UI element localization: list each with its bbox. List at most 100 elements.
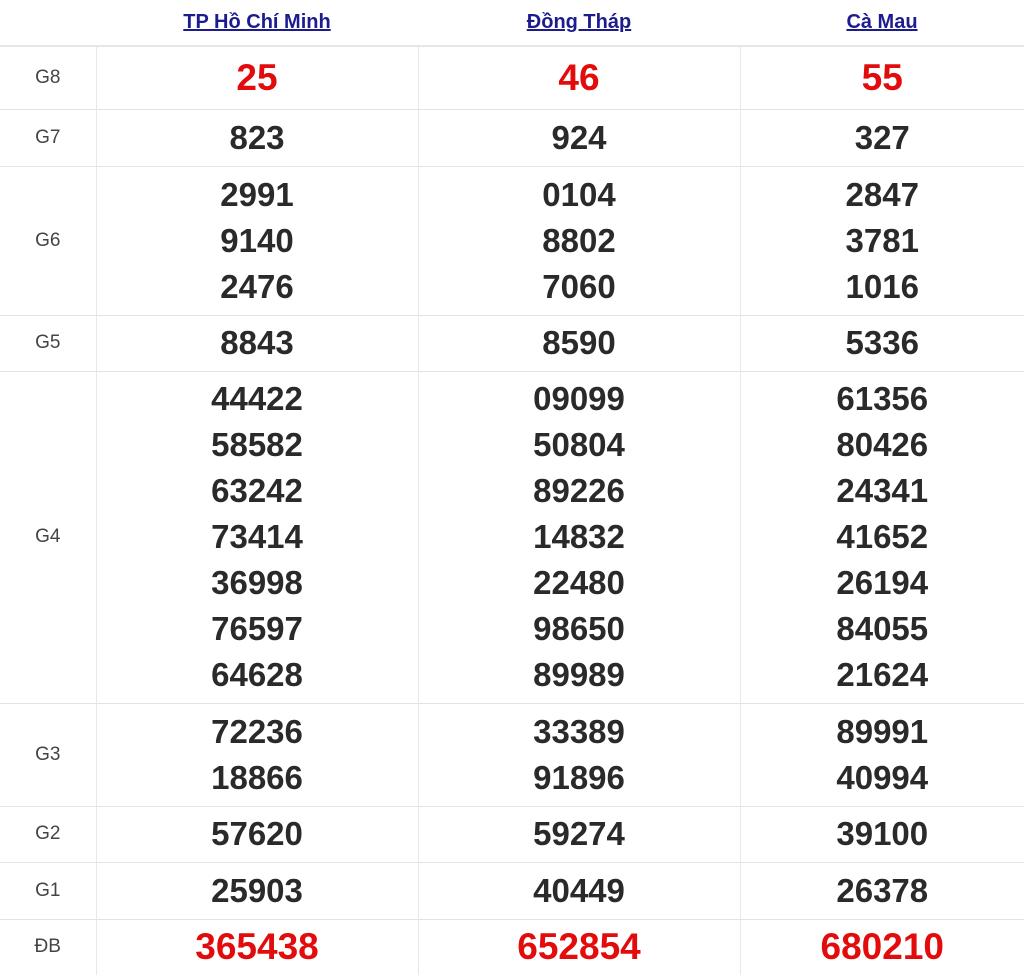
- prize-cell: 8843: [95, 314, 418, 371]
- prize-cell: 89991 40994: [739, 702, 1024, 806]
- prize-number: 8802: [542, 221, 616, 259]
- prize-number: 26194: [836, 564, 929, 601]
- prize-number: 89991: [836, 712, 929, 750]
- prize-cell: 25903: [95, 861, 418, 919]
- prize-number: 14832: [533, 518, 625, 555]
- header-row: TP Hồ Chí Minh Đồng Tháp Cà Mau: [0, 0, 1024, 47]
- prize-number: 84055: [836, 610, 929, 647]
- prize-number: 327: [854, 118, 910, 156]
- prize-number: 40449: [533, 871, 625, 909]
- prize-cell: 57620: [95, 805, 418, 862]
- prize-number: 58582: [211, 426, 303, 463]
- prize-cell: 680210: [739, 918, 1024, 975]
- prize-cell: 652854: [417, 918, 740, 975]
- prize-label: G8: [0, 45, 96, 109]
- prize-cell: 8590: [417, 314, 740, 371]
- prize-label-header: [0, 0, 96, 47]
- prize-number: 3781: [845, 221, 919, 259]
- prize-number: 1016: [845, 267, 919, 305]
- prize-number: 18866: [211, 758, 303, 796]
- prize-number: 680210: [820, 926, 944, 968]
- prize-number: 26378: [836, 871, 929, 909]
- province-link-dong-thap[interactable]: Đồng Tháp: [526, 11, 632, 33]
- prize-row-g7: G7 823 924 327: [0, 108, 1024, 166]
- prize-label: G1: [0, 861, 96, 919]
- prize-number: 59274: [533, 815, 625, 852]
- prize-cell: 2991 9140 2476: [95, 165, 418, 315]
- prize-number: 39100: [836, 815, 929, 852]
- province-link-hcm[interactable]: TP Hồ Chí Minh: [183, 11, 331, 33]
- prize-cell: 26378: [739, 861, 1024, 919]
- prize-number: 55: [861, 56, 903, 98]
- prize-number: 89226: [533, 472, 625, 509]
- prize-label: G3: [0, 702, 96, 806]
- prize-label: G7: [0, 108, 96, 166]
- prize-number: 98650: [533, 610, 625, 647]
- prize-number: 24341: [836, 472, 929, 509]
- prize-row-đb: ĐB 365438 652854 680210: [0, 918, 1024, 975]
- prize-number: 365438: [195, 926, 319, 968]
- prize-label: G2: [0, 805, 96, 862]
- prize-number: 80426: [836, 426, 929, 463]
- prize-row-g4: G4 44422 58582 63242 73414 36998 76597 64628 090…: [0, 370, 1024, 703]
- prize-number: 73414: [211, 518, 303, 555]
- prize-number: 2991: [220, 175, 294, 213]
- prize-label: G6: [0, 165, 96, 315]
- prize-number: 25903: [211, 871, 303, 909]
- province-link-ca-mau[interactable]: Cà Mau: [846, 11, 918, 33]
- prize-cell: 72236 18866: [95, 702, 418, 806]
- prize-cell: 0104 8802 7060: [417, 165, 740, 315]
- prize-cell: 44422 58582 63242 73414 36998 76597 64628: [95, 370, 418, 703]
- prize-number: 823: [229, 118, 285, 156]
- prize-row-g2: G2 57620 59274 39100: [0, 805, 1024, 862]
- prize-row-g1: G1 25903 40449 26378: [0, 861, 1024, 919]
- prize-number: 0104: [542, 175, 616, 213]
- prize-number: 33389: [533, 712, 625, 750]
- prize-number: 36998: [211, 564, 303, 601]
- prize-number: 652854: [517, 926, 641, 968]
- prize-cell: 823: [95, 108, 418, 166]
- prize-row-g8: G8 25 46 55: [0, 45, 1024, 109]
- prize-number: 2476: [220, 267, 294, 305]
- prize-number: 5336: [845, 324, 919, 361]
- prize-number: 44422: [211, 380, 303, 417]
- prize-cell: 46: [417, 45, 740, 109]
- prize-number: 76597: [211, 610, 303, 647]
- prize-number: 9140: [220, 221, 294, 259]
- prize-label: G5: [0, 314, 96, 371]
- prize-number: 46: [558, 56, 600, 98]
- prize-cell: 33389 91896: [417, 702, 740, 806]
- prize-number: 40994: [836, 758, 929, 796]
- prize-row-g5: G5 8843 8590 5336: [0, 314, 1024, 371]
- prize-cell: 59274: [417, 805, 740, 862]
- prize-cell: 55: [739, 45, 1024, 109]
- prize-row-g6: G6 2991 9140 2476 0104 8802 7060 2847 3781 1016: [0, 165, 1024, 315]
- prize-cell: 2847 3781 1016: [739, 165, 1024, 315]
- prize-number: 50804: [533, 426, 625, 463]
- prize-number: 21624: [836, 656, 929, 693]
- prize-number: 2847: [845, 175, 919, 213]
- prize-number: 61356: [836, 380, 929, 417]
- prize-cell: 61356 80426 24341 41652 26194 84055 21624: [739, 370, 1024, 703]
- prize-number: 64628: [211, 656, 303, 693]
- prize-number: 8590: [542, 324, 616, 361]
- prize-number: 41652: [836, 518, 929, 555]
- prize-row-g3: G3 72236 18866 33389 91896 89991 40994: [0, 702, 1024, 806]
- prize-cell: 25: [95, 45, 418, 109]
- prize-cell: 40449: [417, 861, 740, 919]
- prize-number: 8843: [220, 324, 294, 361]
- prize-number: 7060: [542, 267, 616, 305]
- prize-number: 57620: [211, 815, 303, 852]
- prize-number: 22480: [533, 564, 625, 601]
- prize-number: 72236: [211, 712, 303, 750]
- prize-number: 63242: [211, 472, 303, 509]
- prize-cell: 924: [417, 108, 740, 166]
- prize-cell: 39100: [739, 805, 1024, 862]
- prize-number: 89989: [533, 656, 625, 693]
- prize-number: 924: [551, 118, 607, 156]
- prize-label: G4: [0, 370, 96, 703]
- prize-label: ĐB: [0, 918, 96, 975]
- prize-number: 25: [236, 56, 278, 98]
- prize-number: 09099: [533, 380, 625, 417]
